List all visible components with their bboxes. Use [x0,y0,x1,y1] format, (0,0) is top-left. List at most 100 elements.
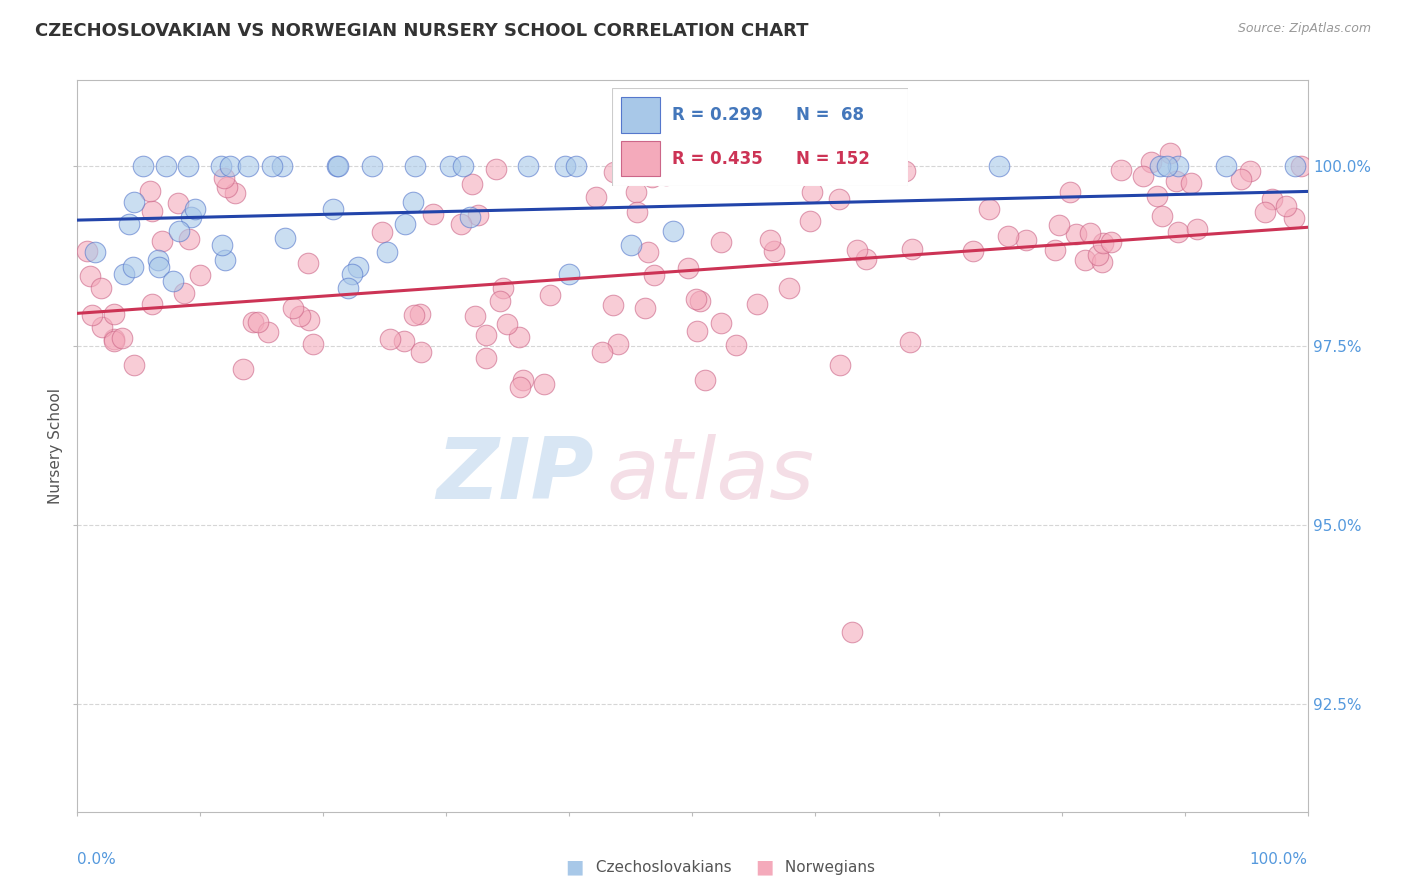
Text: ■: ■ [565,857,583,877]
Point [402,195,425,210]
Point [1215,159,1237,173]
Point [759,233,782,247]
Point [340,267,363,281]
Point [122,195,145,210]
Text: 100.0%: 100.0% [1250,852,1308,867]
Point [637,244,659,259]
Point [322,202,344,217]
Point [676,159,699,173]
Point [789,159,811,173]
Point [83,245,105,260]
Point [643,268,665,282]
Point [1284,159,1306,173]
Point [606,337,628,351]
Point [1254,205,1277,219]
Point [404,159,426,173]
Point [422,207,444,221]
Point [180,210,202,224]
Bar [621,141,659,177]
Point [298,312,321,326]
Point [602,298,624,312]
Point [485,161,508,176]
Point [150,234,173,248]
Point [122,260,145,274]
Point [371,225,394,239]
Point [257,325,280,339]
Point [475,351,498,365]
Point [1167,159,1189,173]
Text: ■: ■ [755,857,773,877]
Point [1132,169,1154,183]
Point [219,159,242,173]
Point [509,380,531,394]
Point [846,243,869,257]
Point [162,274,184,288]
Point [167,195,190,210]
Point [1149,159,1171,173]
Point [841,625,863,640]
Point [689,294,711,309]
Point [855,252,877,267]
Point [1064,227,1087,241]
Point [894,164,917,178]
Point [776,159,799,173]
Point [1043,243,1066,257]
Text: R = 0.299: R = 0.299 [672,106,762,124]
Point [337,281,360,295]
Point [467,208,489,222]
Text: N =  68: N = 68 [796,106,863,124]
Point [451,159,474,173]
Point [565,159,588,173]
Point [676,260,699,275]
Point [112,267,135,281]
Point [103,332,125,346]
Point [710,235,733,249]
Point [475,327,498,342]
Point [1159,146,1181,161]
Point [246,315,269,329]
Point [1109,163,1132,178]
Text: ZIP: ZIP [436,434,595,516]
Point [987,159,1010,173]
Point [1139,155,1161,169]
Point [378,332,401,346]
Point [148,252,170,267]
Point [118,217,141,231]
Point [188,268,211,282]
Point [76,244,98,258]
Text: Norwegians: Norwegians [780,860,876,874]
Point [138,184,160,198]
Point [634,301,657,315]
Point [377,245,399,260]
Point [394,217,416,231]
Point [1167,225,1189,239]
Point [603,165,626,179]
Point [1291,159,1313,173]
Point [828,358,851,372]
Point [347,260,370,274]
Text: atlas: atlas [606,434,814,516]
Point [1156,159,1178,173]
Point [828,192,851,206]
Point [242,315,264,329]
Point [214,252,236,267]
Point [655,168,678,182]
Point [710,316,733,330]
Point [1092,236,1115,251]
Point [724,337,747,351]
Point [103,334,125,348]
Point [979,202,1001,217]
Point [997,228,1019,243]
Point [533,376,555,391]
Point [626,204,648,219]
Point [79,269,101,284]
Point [132,159,155,173]
Text: Czechoslovakians: Czechoslovakians [591,860,731,874]
Point [274,231,297,245]
Point [80,308,103,322]
Point [409,344,432,359]
Point [508,330,530,344]
Point [361,159,384,173]
Point [1275,198,1298,212]
Point [103,307,125,321]
